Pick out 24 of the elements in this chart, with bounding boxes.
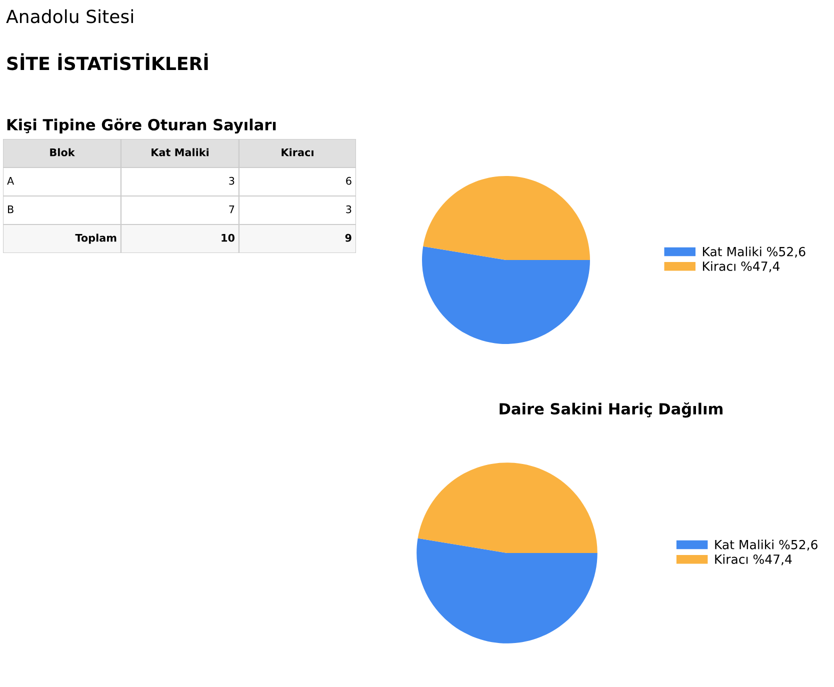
- data-label: 3: [346, 205, 352, 214]
- text: 10: [222, 234, 234, 242]
- legend-label: Kiracı %47,4: [715, 554, 792, 566]
- text: 9: [345, 234, 352, 242]
- category-label: B: [8, 206, 14, 214]
- text: Kiracı: [282, 148, 314, 156]
- legend-label: Kiracı %47,4: [702, 261, 780, 272]
- legend-label: Kat Maliki %52,6: [715, 540, 818, 551]
- data-label: 3: [229, 176, 234, 185]
- category-label: A: [7, 177, 14, 185]
- legend-label: Kat Maliki %52,6: [702, 246, 806, 258]
- text: Toplam: [75, 234, 116, 244]
- text: SİTE İSTATİSTİKLERİ: [7, 53, 208, 70]
- text: Blok: [50, 148, 75, 156]
- data-label: 6: [346, 176, 352, 185]
- pie-slice: [422, 246, 590, 344]
- chart-title: Daire Sakini Hariç Dağılım: [500, 402, 722, 418]
- text: Anadolu Sitesi: [6, 9, 133, 24]
- pie-slice: [416, 538, 598, 644]
- pie-slice: [423, 176, 590, 260]
- text: Kat Maliki: [152, 148, 208, 156]
- pie-slice: [418, 462, 598, 553]
- text: Kişi Tipine Göre Oturan Sayıları: [7, 118, 276, 134]
- data-label: 7: [229, 206, 234, 214]
